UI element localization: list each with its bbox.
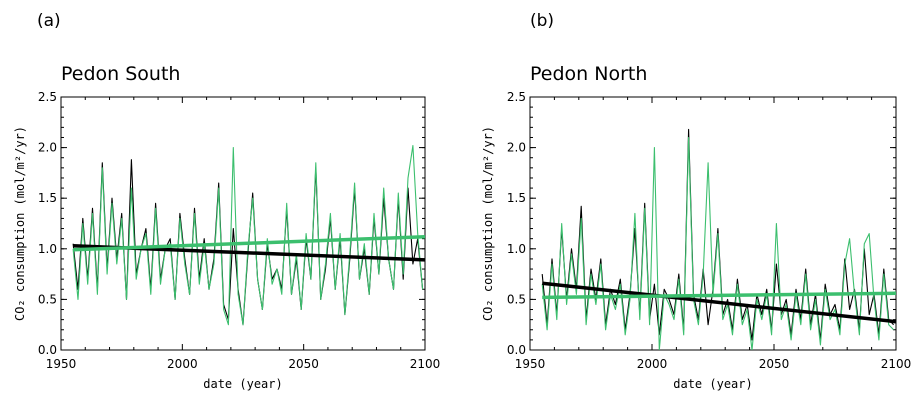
x-axis-label-a: date (year) — [203, 377, 282, 391]
panel-a: (a) Pedon South 0.0 0.5 1.0 1.5 2.0 2.5 1950 20… — [13, 11, 440, 391]
panel-b: (b) Pedon North 0.0 0.5 1.0 1.5 2.0 2.5 1950 20… — [481, 11, 911, 391]
series-line-b-1 — [541, 136, 894, 350]
trend-line-b-2 — [542, 281, 896, 324]
y-tick-label-a-5: 2.5 — [38, 90, 57, 104]
y-tick-label-a-0: 0.0 — [38, 343, 57, 357]
y-tick-label-b-0: 0.0 — [507, 343, 526, 357]
x-tick-label-a-2: 2050 — [288, 357, 319, 371]
plot-area-a: 0.0 0.5 1.0 1.5 2.0 2.5 1950 2000 2050 2100 — [38, 90, 440, 371]
x-tick-label-a-1: 2000 — [167, 357, 198, 371]
y-tick-label-b-1: 0.5 — [507, 292, 526, 306]
y-tick-label-a-2: 1.0 — [38, 242, 57, 256]
x-tick-label-b-3: 2100 — [881, 357, 912, 371]
y-tick-label-a-3: 1.5 — [38, 191, 57, 205]
panel-label-b: (b) — [530, 11, 554, 31]
chart-title-b: Pedon North — [530, 63, 647, 85]
x-tick-label-b-2: 2050 — [759, 357, 790, 371]
chart-title-a: Pedon South — [61, 63, 180, 85]
x-tick-label-a-0: 1950 — [46, 357, 77, 371]
axes-frame-b — [529, 96, 897, 351]
y-tick-label-b-5: 2.5 — [507, 90, 526, 104]
y-tick-label-b-2: 1.0 — [507, 242, 526, 256]
x-tick-label-a-3: 2100 — [410, 357, 441, 371]
y-axis-label-b: CO₂ consumption (mol/m²/yr) — [481, 126, 495, 321]
panel-label-a: (a) — [37, 11, 61, 31]
y-tick-label-b-3: 1.5 — [507, 191, 526, 205]
x-axis-label-b: date (year) — [673, 377, 752, 391]
series-line-a-1 — [72, 145, 424, 326]
x-tick-label-b-0: 1950 — [515, 357, 546, 371]
y-tick-label-a-4: 2.0 — [38, 141, 57, 155]
y-axis-label-a: CO₂ consumption (mol/m²/yr) — [13, 126, 27, 321]
trend-line-b-3 — [542, 291, 896, 300]
trend-line-a-3 — [73, 234, 425, 252]
plot-area-b: 0.0 0.5 1.0 1.5 2.0 2.5 1950 2000 2050 2100 — [507, 90, 911, 371]
y-tick-label-b-4: 2.0 — [507, 141, 526, 155]
x-tick-label-b-1: 2000 — [637, 357, 668, 371]
series-line-b-0 — [541, 128, 894, 341]
y-tick-label-a-1: 0.5 — [38, 292, 57, 306]
axes-frame-a — [60, 96, 426, 351]
